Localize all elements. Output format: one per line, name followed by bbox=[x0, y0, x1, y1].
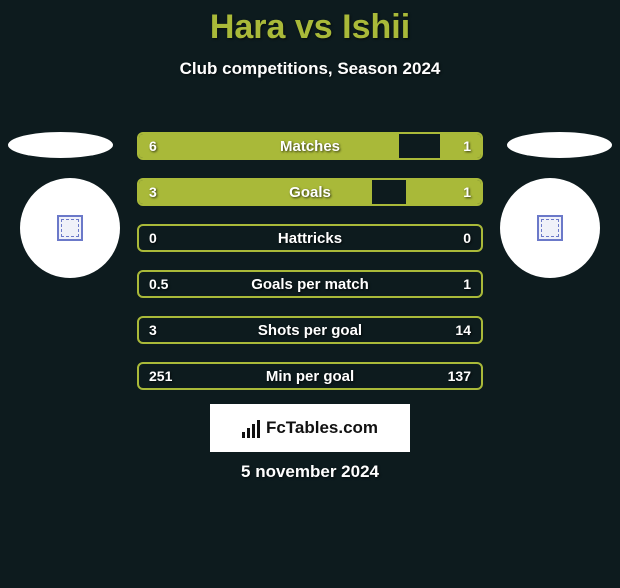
footer-date: 5 november 2024 bbox=[0, 462, 620, 482]
stat-fill-left bbox=[139, 180, 372, 204]
stat-value-left: 3 bbox=[149, 318, 157, 342]
stat-value-left: 251 bbox=[149, 364, 172, 388]
stat-value-right: 1 bbox=[463, 272, 471, 296]
player-shadow-left bbox=[8, 132, 113, 158]
crest-placeholder-icon bbox=[537, 215, 563, 241]
stat-row: 0.5 Goals per match 1 bbox=[137, 270, 483, 298]
stat-label: Goals per match bbox=[139, 272, 481, 296]
fctables-link[interactable]: FcTables.com bbox=[210, 404, 410, 452]
stat-row: 3 Goals 1 bbox=[137, 178, 483, 206]
crest-placeholder-icon bbox=[57, 215, 83, 241]
stat-value-right: 0 bbox=[463, 226, 471, 250]
bar-chart-icon bbox=[242, 418, 260, 438]
subtitle: Club competitions, Season 2024 bbox=[0, 59, 620, 79]
stat-value-right: 14 bbox=[455, 318, 471, 342]
logo-text: FcTables.com bbox=[266, 418, 378, 438]
player-shadow-right bbox=[507, 132, 612, 158]
stat-fill-right bbox=[406, 180, 481, 204]
stat-fill-right bbox=[440, 134, 481, 158]
stat-value-left: 0.5 bbox=[149, 272, 168, 296]
stat-value-right: 137 bbox=[448, 364, 471, 388]
stat-row: 0 Hattricks 0 bbox=[137, 224, 483, 252]
team-badge-right bbox=[500, 178, 600, 278]
stat-row: 3 Shots per goal 14 bbox=[137, 316, 483, 344]
stat-value-left: 0 bbox=[149, 226, 157, 250]
stat-row: 251 Min per goal 137 bbox=[137, 362, 483, 390]
stat-row: 6 Matches 1 bbox=[137, 132, 483, 160]
stat-fill-left bbox=[139, 134, 399, 158]
page-title: Hara vs Ishii bbox=[0, 8, 620, 47]
team-badge-left bbox=[20, 178, 120, 278]
stat-label: Hattricks bbox=[139, 226, 481, 250]
stats-container: 6 Matches 1 3 Goals 1 0 Hattricks 0 0.5 … bbox=[137, 132, 483, 408]
stat-label: Min per goal bbox=[139, 364, 481, 388]
stat-label: Shots per goal bbox=[139, 318, 481, 342]
